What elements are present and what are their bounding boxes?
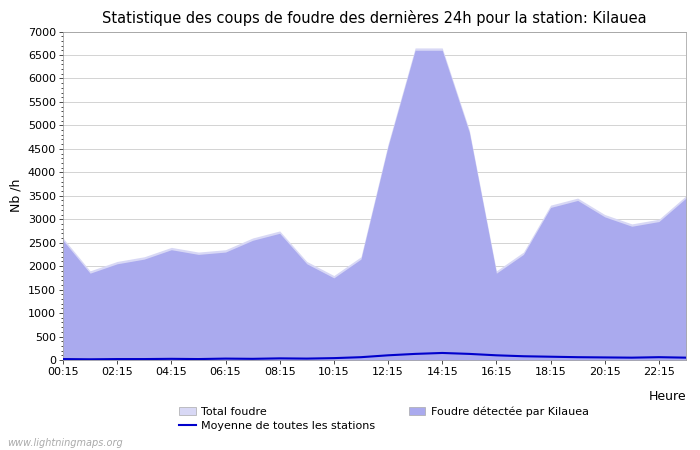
Title: Statistique des coups de foudre des dernières 24h pour la station: Kilauea: Statistique des coups de foudre des dern… [102, 10, 647, 26]
Text: Heure: Heure [648, 390, 686, 403]
Text: www.lightningmaps.org: www.lightningmaps.org [7, 438, 122, 448]
Y-axis label: Nb /h: Nb /h [9, 179, 22, 212]
Legend: Total foudre, Moyenne de toutes les stations, Foudre détectée par Kilauea: Total foudre, Moyenne de toutes les stat… [174, 402, 594, 436]
